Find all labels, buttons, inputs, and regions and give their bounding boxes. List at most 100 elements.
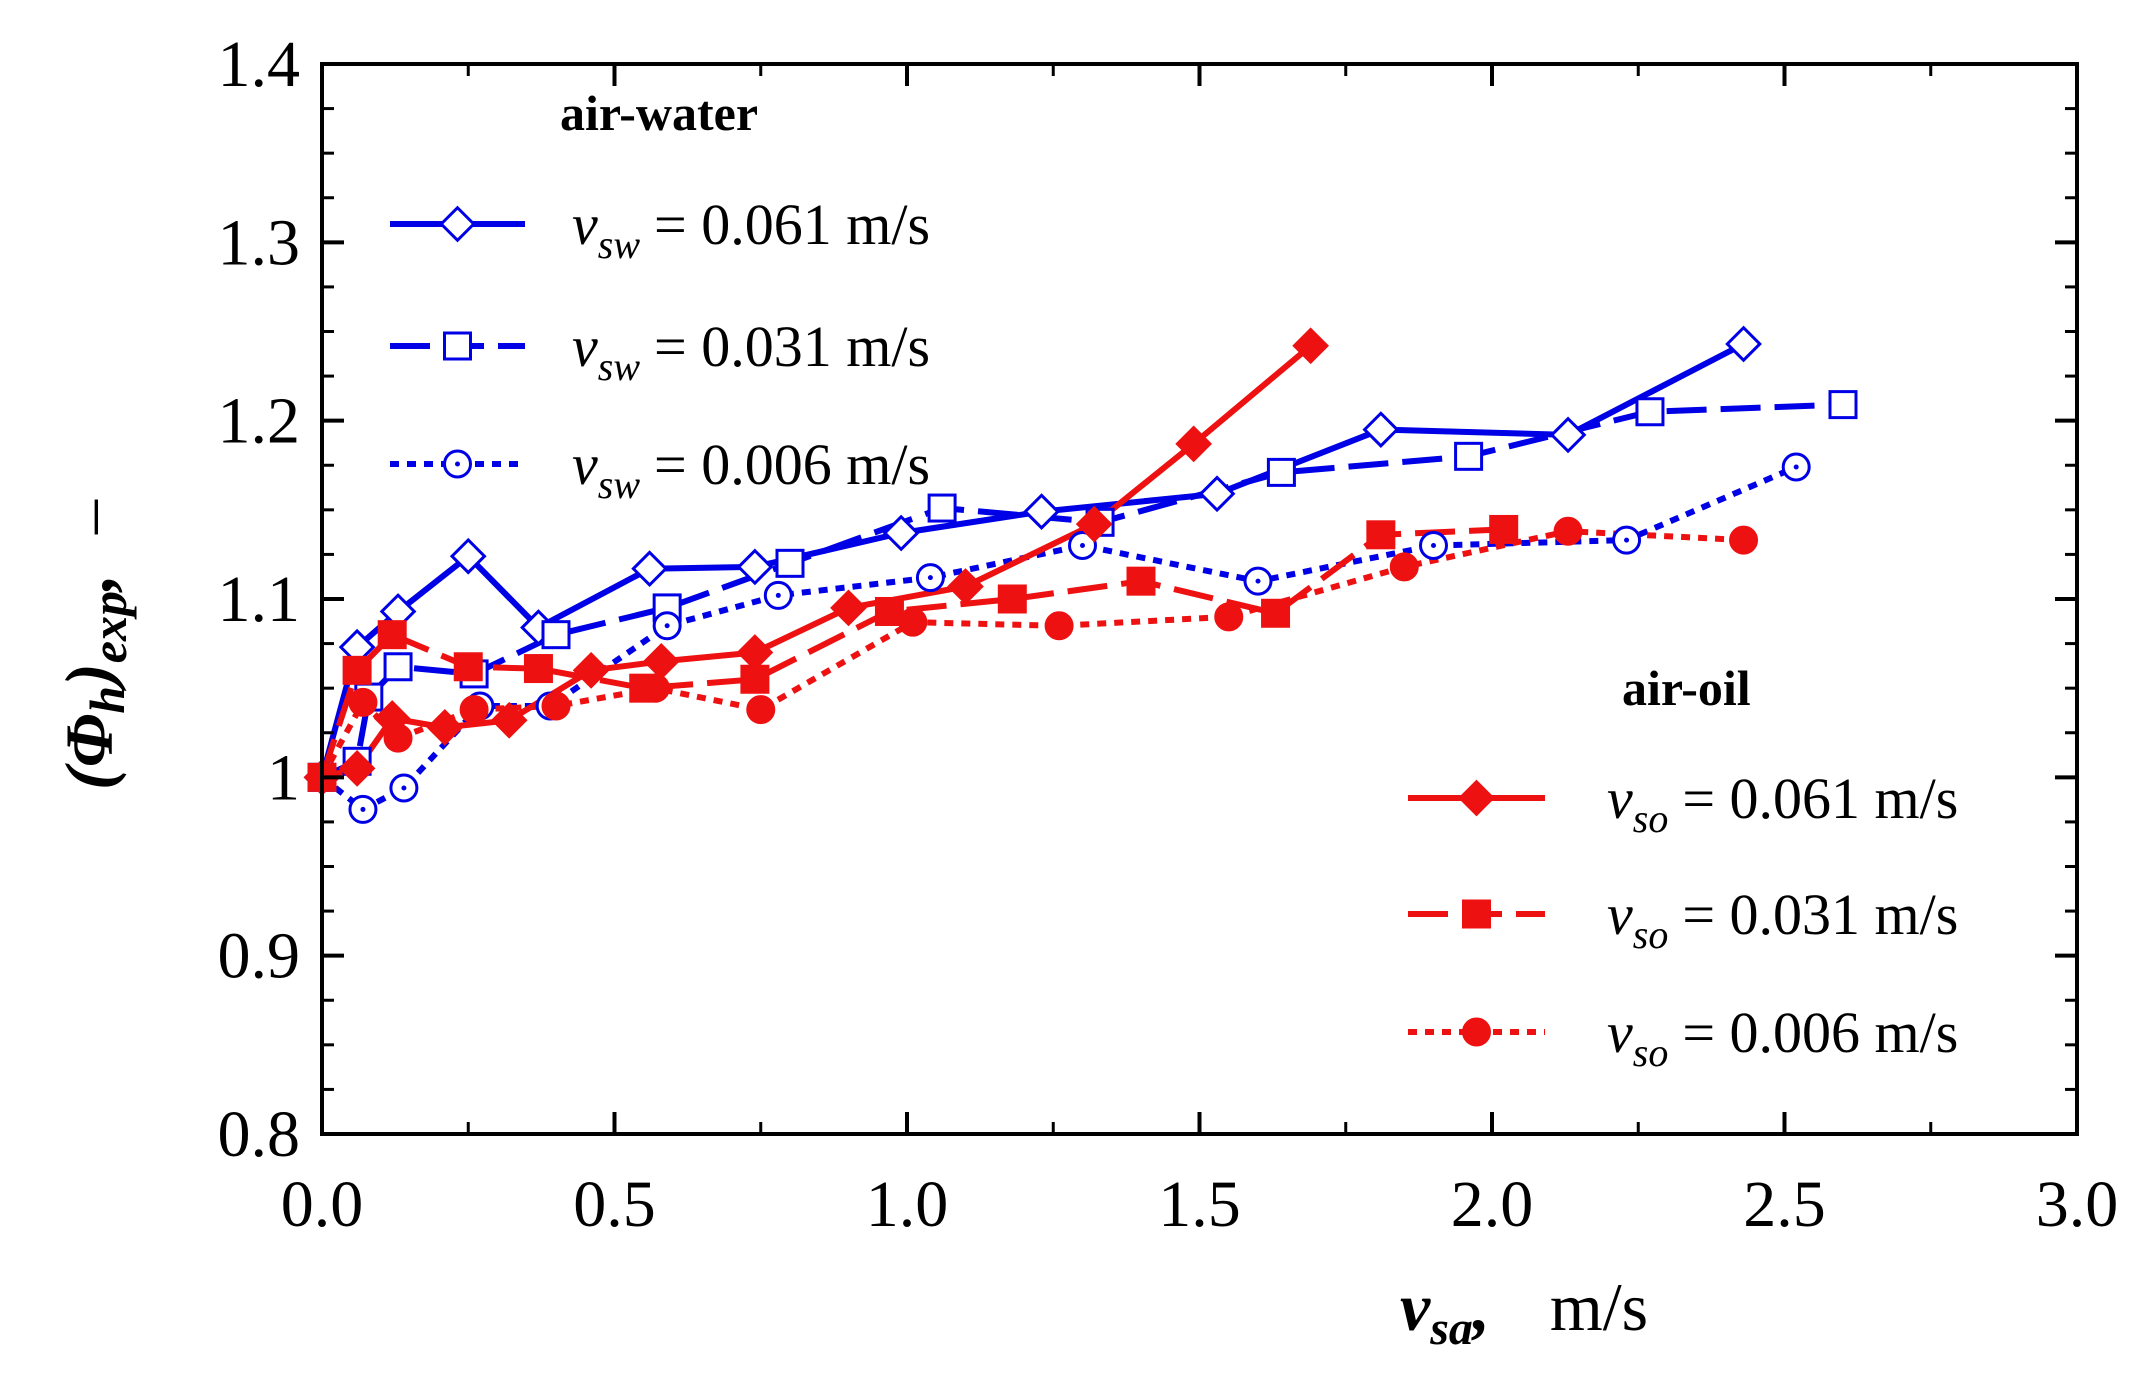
y-tick-label: 1.4 — [218, 28, 301, 101]
legend-label: vsw = 0.006 m/s — [572, 432, 930, 507]
data-point-air-water-v-sw-0-006-m-s-center — [927, 575, 933, 581]
data-point-air-oil-v-so-0-061-m-s — [947, 568, 984, 605]
legend-air-oil: air-oil vso = 0.061 m/s vso = 0.031 m/s vs… — [1408, 660, 1958, 1075]
x-tick-label: 0.0 — [281, 1168, 364, 1241]
data-point-air-water-v-sw-0-006-m-s-center — [775, 592, 781, 598]
data-point-air-oil-v-so-0-006-m-s — [1214, 602, 1244, 632]
legend-label: vso = 0.061 m/s — [1607, 766, 1958, 841]
data-point-air-oil-v-so-0-006-m-s — [1553, 516, 1583, 546]
legend-label: vsw = 0.031 m/s — [572, 314, 930, 389]
data-point-air-water-v-sw-0-031-m-s — [383, 652, 413, 682]
data-point-air-oil-v-so-0-031-m-s — [1366, 520, 1396, 550]
data-point-air-water-v-sw-0-006-m-s-center — [1793, 464, 1799, 470]
legend-sample-marker — [1458, 779, 1495, 817]
legend-entry: vsw = 0.061 m/s — [390, 192, 930, 267]
legend-title-air-water: air-water — [560, 85, 758, 141]
data-point-air-water-v-sw-0-031-m-s — [541, 620, 571, 650]
legend-sample-marker — [1462, 899, 1491, 929]
y-tick-label: 1.3 — [218, 206, 301, 279]
data-point-air-oil-v-so-0-061-m-s — [1292, 327, 1330, 365]
legend-label: vsw = 0.061 m/s — [572, 192, 930, 267]
legend-label: vso = 0.006 m/s — [1607, 1000, 1958, 1075]
data-point-air-oil-v-so-0-061-m-s — [642, 643, 680, 680]
y-tick-label: 1.2 — [218, 385, 301, 458]
data-point-air-water-v-sw-0-031-m-s — [775, 548, 805, 578]
data-point-air-water-v-sw-0-006-m-s-center — [401, 785, 407, 791]
legend-label: vso = 0.031 m/s — [1607, 882, 1958, 957]
data-point-air-water-v-sw-0-061-m-s — [449, 537, 487, 575]
x-axis-title: vsa, m/s — [1400, 1269, 1648, 1355]
data-point-air-water-v-sw-0-061-m-s — [631, 550, 668, 588]
data-point-air-oil-v-so-0-061-m-s — [1075, 505, 1113, 543]
y-tick-labels: 0.8 0.9 1 1.1 1.2 1.3 1.4 — [218, 28, 301, 1171]
data-point-air-oil-v-so-0-031-m-s — [1126, 566, 1156, 596]
data-point-air-water-v-sw-0-031-m-s — [1635, 397, 1665, 427]
data-point-air-oil-v-so-0-061-m-s — [338, 750, 376, 787]
y-tick-label: 1.1 — [218, 563, 301, 636]
data-point-air-oil-v-so-0-006-m-s — [640, 673, 670, 703]
data-point-air-oil-v-so-0-031-m-s — [377, 620, 407, 650]
data-point-air-oil-v-so-0-061-m-s — [1175, 425, 1213, 463]
data-point-air-oil-v-so-0-006-m-s — [1389, 552, 1419, 582]
data-point-air-water-v-sw-0-006-m-s-center — [360, 806, 366, 812]
series-line-air-water-v-sw-0-061-m-s — [319, 341, 1745, 779]
x-tick-label: 2.0 — [1451, 1168, 1534, 1241]
data-point-air-water-v-sw-0-006-m-s-center — [1431, 543, 1436, 548]
data-point-air-oil-v-so-0-006-m-s — [1729, 525, 1759, 555]
legend-entry: vso = 0.031 m/s — [1408, 882, 1958, 957]
legend-sample-marker — [443, 331, 472, 361]
legend-title-air-oil: air-oil — [1622, 660, 1751, 716]
plot-markers — [303, 325, 1858, 824]
data-point-air-oil-v-so-0-061-m-s — [572, 651, 610, 689]
legend-entry: vsw = 0.031 m/s — [390, 314, 930, 389]
legend-entry: vso = 0.006 m/s — [1408, 1000, 1958, 1075]
data-point-air-oil-v-so-0-061-m-s — [426, 709, 464, 746]
data-point-air-water-v-sw-0-006-m-s-center — [1080, 543, 1085, 548]
data-point-air-oil-v-so-0-031-m-s — [1489, 514, 1519, 544]
data-point-air-oil-v-so-0-031-m-s — [874, 596, 904, 626]
y-tick-label: 1 — [267, 741, 300, 814]
data-point-air-water-v-sw-0-061-m-s — [1549, 416, 1587, 454]
data-point-air-water-v-sw-0-031-m-s — [1266, 457, 1296, 487]
data-point-air-oil-v-so-0-031-m-s — [342, 655, 372, 685]
data-point-air-water-v-sw-0-061-m-s — [1198, 475, 1236, 513]
y-axis-title: (Φh)exp,– — [51, 499, 137, 790]
data-point-air-oil-v-so-0-031-m-s — [1261, 598, 1291, 628]
data-point-air-oil-v-so-0-031-m-s — [997, 584, 1027, 614]
data-point-air-oil-v-so-0-061-m-s — [736, 634, 774, 671]
x-tick-label: 1.5 — [1158, 1168, 1241, 1241]
data-point-air-oil-v-so-0-061-m-s — [830, 589, 867, 627]
data-point-air-oil-v-so-0-006-m-s — [746, 695, 776, 725]
data-point-air-water-v-sw-0-006-m-s-center — [1255, 578, 1261, 584]
y-tick-label: 0.9 — [218, 920, 301, 993]
legend-sample-marker — [1462, 1017, 1491, 1047]
data-point-air-water-v-sw-0-031-m-s — [1454, 441, 1484, 471]
data-point-air-oil-v-so-0-006-m-s — [1044, 611, 1074, 641]
x-tick-label: 0.5 — [573, 1168, 656, 1241]
data-point-air-oil-v-so-0-006-m-s — [348, 687, 378, 717]
x-tick-label: 2.5 — [1743, 1168, 1826, 1241]
data-point-air-oil-v-so-0-006-m-s — [383, 723, 413, 753]
data-point-air-water-v-sw-0-006-m-s-center — [664, 623, 670, 629]
data-point-air-oil-v-so-0-031-m-s — [740, 664, 770, 694]
data-point-air-oil-v-so-0-031-m-s — [523, 654, 553, 684]
plot-lines — [319, 341, 1844, 813]
legend-air-water: air-water vsw = 0.061 m/s vsw = 0.031 m/s … — [390, 85, 930, 507]
data-point-air-water-v-sw-0-031-m-s — [927, 493, 957, 523]
legend-entry: vso = 0.061 m/s — [1408, 766, 1958, 841]
data-point-air-water-v-sw-0-006-m-s-center — [1624, 537, 1630, 543]
legend-sample-marker — [439, 205, 476, 243]
data-point-air-water-v-sw-0-031-m-s — [1828, 390, 1858, 420]
legend-entry: vsw = 0.006 m/s — [390, 432, 930, 507]
data-point-air-oil-v-so-0-006-m-s — [541, 691, 571, 721]
data-point-air-oil-v-so-0-006-m-s — [898, 607, 928, 637]
data-point-air-water-v-sw-0-061-m-s — [1362, 411, 1400, 448]
data-point-air-water-v-sw-0-061-m-s — [1023, 493, 1060, 530]
x-tick-label: 3.0 — [2036, 1168, 2119, 1241]
data-point-air-oil-v-so-0-061-m-s — [490, 701, 528, 739]
data-point-air-water-v-sw-0-061-m-s — [736, 548, 774, 586]
data-point-air-water-v-sw-0-061-m-s — [882, 514, 920, 552]
legend-sample-marker-center — [455, 461, 460, 467]
x-tick-label: 1.0 — [866, 1168, 949, 1241]
